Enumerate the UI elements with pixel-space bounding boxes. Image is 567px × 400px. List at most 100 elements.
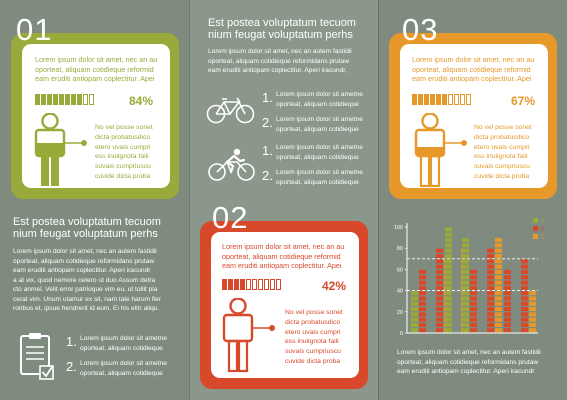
bar-segment <box>487 275 494 280</box>
progress-segment <box>246 279 251 290</box>
bar-segment <box>504 275 511 280</box>
progress-segment <box>424 94 429 105</box>
bar-segment <box>436 296 443 301</box>
bar-segment <box>529 301 536 306</box>
bar-segment <box>445 307 452 312</box>
list-item: 1. Lorem ipsum dolor sit ametne oporteat,… <box>66 334 167 352</box>
bar-segment <box>521 259 528 264</box>
progress-segment <box>436 94 441 105</box>
bar-segment <box>504 291 511 296</box>
bar-segment <box>487 285 494 290</box>
bar-segment <box>445 254 452 259</box>
bar-segment <box>445 227 452 232</box>
bar-segment <box>462 269 469 274</box>
bar-segment <box>411 317 418 322</box>
bar-segment <box>436 301 443 306</box>
bar-segment <box>462 259 469 264</box>
bar-segment <box>419 322 426 327</box>
card-text: Lorem ipsum dolor sit amet, nec an au opo… <box>35 55 158 83</box>
card-text: Lorem ipsum dolor sit amet, nec an au opo… <box>222 242 345 270</box>
bar-segment <box>495 259 502 264</box>
legend-label: C <box>541 235 545 241</box>
bar-segment <box>462 301 469 306</box>
bar-segment <box>462 307 469 312</box>
y-tick-label: 60 <box>397 267 403 273</box>
bar-segment <box>462 243 469 248</box>
bar-segment <box>445 248 452 253</box>
bar-segment <box>436 312 443 317</box>
bar-segment <box>521 322 528 327</box>
progress-segment <box>442 94 447 105</box>
bar-segment <box>462 248 469 253</box>
bar-segment <box>495 322 502 327</box>
bar-segment <box>504 285 511 290</box>
bar-segment <box>445 291 452 296</box>
bar-segment <box>521 312 528 317</box>
bar-segment <box>529 307 536 312</box>
bar-segment <box>462 317 469 322</box>
bar-segment <box>470 280 477 285</box>
bar-segment <box>521 328 528 333</box>
bar-segment <box>487 259 494 264</box>
card-03 <box>389 33 557 199</box>
progress-segment <box>71 94 76 105</box>
bar-segment <box>521 317 528 322</box>
bar-segment <box>487 312 494 317</box>
bar-segment <box>529 291 536 296</box>
bar-segment <box>436 285 443 290</box>
bar-segment <box>487 307 494 312</box>
bar-segment <box>470 317 477 322</box>
bar-segment <box>495 301 502 306</box>
bar-segment <box>529 317 536 322</box>
bar-segment <box>462 322 469 327</box>
bar-segment <box>495 307 502 312</box>
bar-segment <box>436 264 443 269</box>
bar-segment <box>411 296 418 301</box>
bar-segment <box>411 301 418 306</box>
list-item: 2. Lorem ipsum dolor sit ametne oporteat,… <box>262 115 363 133</box>
bar-segment <box>521 275 528 280</box>
bar-segment <box>487 317 494 322</box>
person-icon <box>414 113 467 188</box>
person-icon <box>222 298 275 373</box>
bar-segment <box>419 312 426 317</box>
bar-segment <box>504 280 511 285</box>
progress-segment <box>47 94 52 105</box>
progress-segment <box>418 94 423 105</box>
progress-segment <box>430 94 435 105</box>
bar-segment <box>487 269 494 274</box>
progress-segment <box>454 94 459 105</box>
bar-segment <box>470 296 477 301</box>
bar-segment <box>419 280 426 285</box>
bar-segment <box>445 238 452 243</box>
legend-swatch <box>533 234 538 239</box>
progress-segment <box>77 94 82 105</box>
legend-swatch <box>533 218 538 223</box>
bar-segment <box>487 248 494 253</box>
cyclist-icon <box>208 148 255 181</box>
progress-bar <box>35 94 94 105</box>
bar-segment <box>529 312 536 317</box>
bar-segment <box>436 275 443 280</box>
bar-segment <box>445 259 452 264</box>
bar-segment <box>436 328 443 333</box>
card-text: Lorem ipsum dolor sit amet, nec an au opo… <box>412 55 535 83</box>
progress-segment <box>228 279 233 290</box>
bar-segment <box>487 328 494 333</box>
progress-segment <box>240 279 245 290</box>
progress-bar <box>222 279 281 290</box>
progress-segment <box>53 94 58 105</box>
y-tick-label: 20 <box>397 310 403 316</box>
bar-segment <box>521 296 528 301</box>
bar-segment <box>470 307 477 312</box>
bar-segment <box>462 280 469 285</box>
bar-segment <box>419 301 426 306</box>
bar-segment <box>495 254 502 259</box>
bar-segment <box>436 322 443 327</box>
progress-segment <box>65 94 70 105</box>
bar-segment <box>495 317 502 322</box>
progress-segment <box>222 279 227 290</box>
bar-segment <box>504 269 511 274</box>
bar-segment <box>445 301 452 306</box>
bar-segment <box>419 307 426 312</box>
